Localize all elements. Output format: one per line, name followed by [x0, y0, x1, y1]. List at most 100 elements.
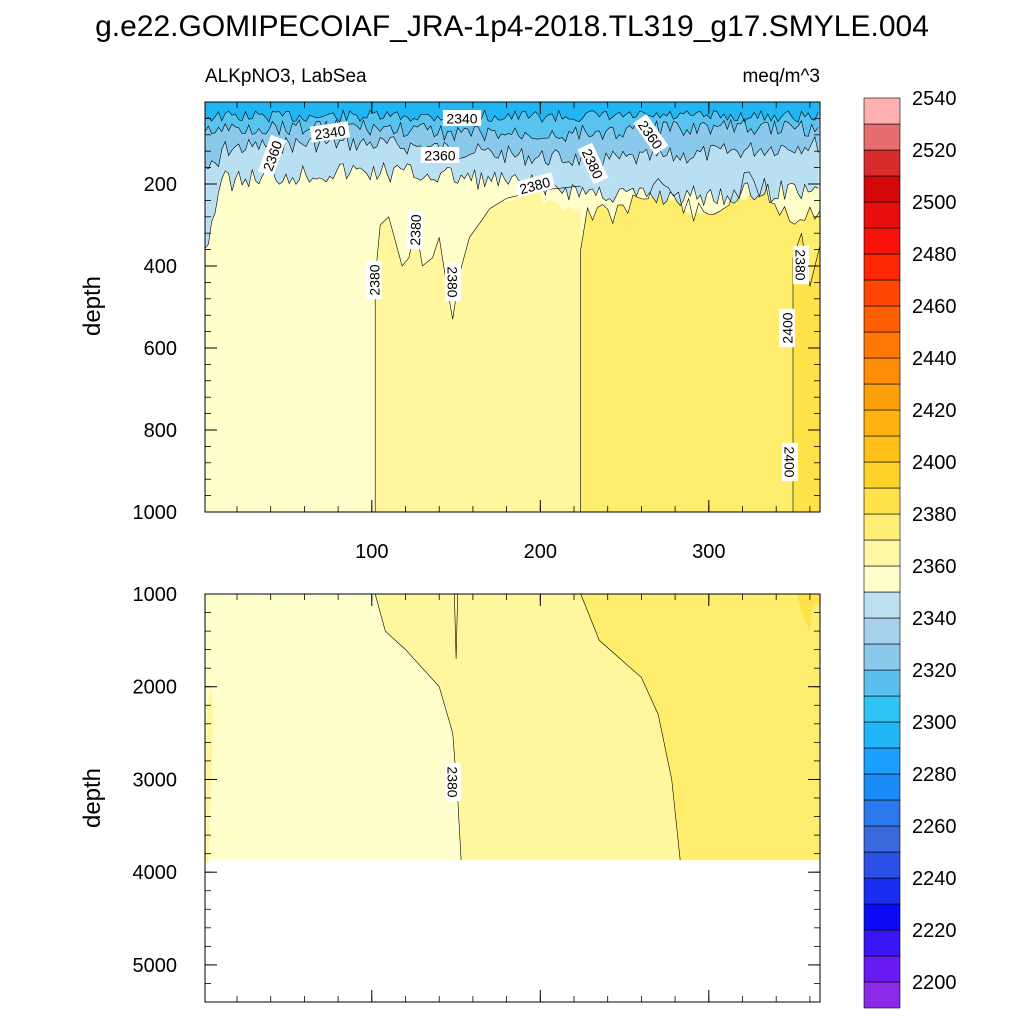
colorbar-swatch: [863, 981, 901, 1009]
y-tick-label: 2000: [133, 677, 178, 699]
colorbar-swatch: [863, 903, 901, 931]
colorbar-swatch: [863, 955, 901, 983]
y-tick-label: 200: [144, 174, 177, 196]
contour-line-shallow-2: [204, 134, 819, 170]
contour-label: 2400: [779, 308, 796, 348]
colorbar-label: 2380: [912, 504, 957, 526]
colorbar-label: 2460: [912, 296, 957, 318]
y-tick-label: 1000: [133, 502, 178, 524]
colorbar-swatch: [863, 591, 901, 619]
contour-label: 2380: [793, 245, 809, 285]
colorbar-swatch: [863, 565, 901, 593]
colorbar-swatch: [863, 435, 901, 463]
y-tick-label: 5000: [133, 955, 178, 977]
colorbar-swatch: [863, 643, 901, 671]
colorbar-label: 2340: [912, 608, 957, 630]
contour-label: 2400: [782, 442, 798, 482]
upper-contour-fill: [205, 102, 820, 512]
colorbar-swatch: [863, 617, 901, 645]
colorbar-label: 2300: [912, 712, 957, 734]
upper-panel: ALKpNO3, LabSea meq/m^3 depth 2340 2340 23…: [79, 66, 821, 563]
colorbar-swatch: [863, 747, 901, 775]
contour-label-text: 2380: [367, 264, 383, 295]
lower-region-tongue: [205, 686, 214, 863]
x-tick-label: 100: [355, 541, 388, 563]
contour-line-shallow-4: [204, 109, 819, 123]
contour-label: 2340: [442, 110, 482, 127]
contour-label-text: 2380: [445, 266, 461, 297]
colorbar-swatch: [863, 409, 901, 437]
contour-label: 2380: [406, 210, 424, 250]
colorbar-swatch: [863, 357, 901, 385]
colorbar-swatch: [863, 773, 901, 801]
y-tick-label: 800: [144, 420, 177, 442]
contour-label: 2380: [514, 172, 556, 198]
colorbar-swatch: [863, 929, 901, 957]
figure-title: g.e22.GOMIPECOIAF_JRA-1p4-2018.TL319_g17…: [95, 10, 929, 43]
contour-line-shallow-3: [204, 118, 819, 143]
colorbar-swatch: [863, 539, 901, 567]
lower-y-axis-label: depth: [79, 768, 106, 828]
colorbar-swatch: [863, 97, 901, 125]
region-shallow-4: [205, 102, 820, 123]
colorbar-swatch: [863, 513, 901, 541]
colorbar-swatch: [863, 825, 901, 853]
contour-label-text: 2380: [407, 214, 424, 246]
contour-label-text: 2400: [780, 312, 796, 343]
lower-panel: depth 2380 1000 2000 3000 4000 5000: [79, 584, 821, 1003]
lower-contour-line-east: [580, 593, 681, 861]
colorbar-swatch: [863, 305, 901, 333]
colorbar-swatch: [863, 383, 901, 411]
region-far-east: [793, 233, 820, 512]
contour-label: 2380: [445, 762, 461, 802]
contour-line-middle: [374, 185, 581, 512]
colorbar-swatch: [863, 877, 901, 905]
contour-label-text: 2400: [782, 446, 798, 477]
region-east: [580, 171, 820, 512]
colorbar-swatch: [863, 201, 901, 229]
contour-label-text: 2340: [313, 122, 346, 142]
lower-contour-labels: 2380: [445, 762, 461, 802]
colorbar-label: 2520: [912, 140, 957, 162]
x-tick-label: 300: [692, 541, 725, 563]
colorbar-swatch: [863, 799, 901, 827]
upper-right-subtitle: meq/m^3: [742, 66, 820, 87]
y-tick-label: 600: [144, 338, 177, 360]
colorbar-swatch: [863, 149, 901, 177]
contour-label-text: 2380: [445, 766, 461, 797]
upper-left-subtitle: ALKpNO3, LabSea: [205, 66, 367, 87]
colorbar-swatch: [863, 695, 901, 723]
colorbar-label: 2440: [912, 348, 957, 370]
region-middle: [375, 186, 581, 512]
lower-contour-line-spike: [454, 593, 458, 659]
colorbar-swatch: [863, 669, 901, 697]
colorbar-label: 2420: [912, 400, 957, 422]
colorbar: 2540 2520 2500 2480 2460 2440 2420 2400 2380 2360…: [863, 88, 957, 1009]
y-tick-label: 4000: [133, 862, 178, 884]
x-tick-label: 200: [524, 541, 557, 563]
lower-axes: 1000 2000 3000 4000 5000: [133, 584, 820, 1003]
contour-label: 2380: [445, 262, 461, 302]
colorbar-swatch: [863, 253, 901, 281]
contour-label-text: 2360: [424, 148, 455, 164]
contour-label-text: 2380: [518, 174, 552, 198]
colorbar-swatch: [863, 331, 901, 359]
colorbar-swatch: [863, 279, 901, 307]
upper-contour-lines: [204, 109, 821, 512]
colorbar-swatch: [863, 851, 901, 879]
colorbar-label: 2220: [912, 920, 957, 942]
colorbar-label: 2400: [912, 452, 957, 474]
colorbar-swatch: [863, 461, 901, 489]
colorbar-label: 2540: [912, 88, 957, 110]
colorbar-label: 2320: [912, 660, 957, 682]
upper-axes: 200 400 600 800 1000 100 200 300: [133, 101, 820, 563]
colorbar-swatch: [863, 123, 901, 151]
lower-region-far-east: [796, 594, 820, 632]
contour-label-text: 2340: [446, 111, 477, 127]
contour-label: 2380: [366, 260, 383, 300]
colorbar-label: 2480: [912, 244, 957, 266]
colorbar-label: 2260: [912, 816, 957, 838]
colorbar-label: 2200: [912, 972, 957, 994]
